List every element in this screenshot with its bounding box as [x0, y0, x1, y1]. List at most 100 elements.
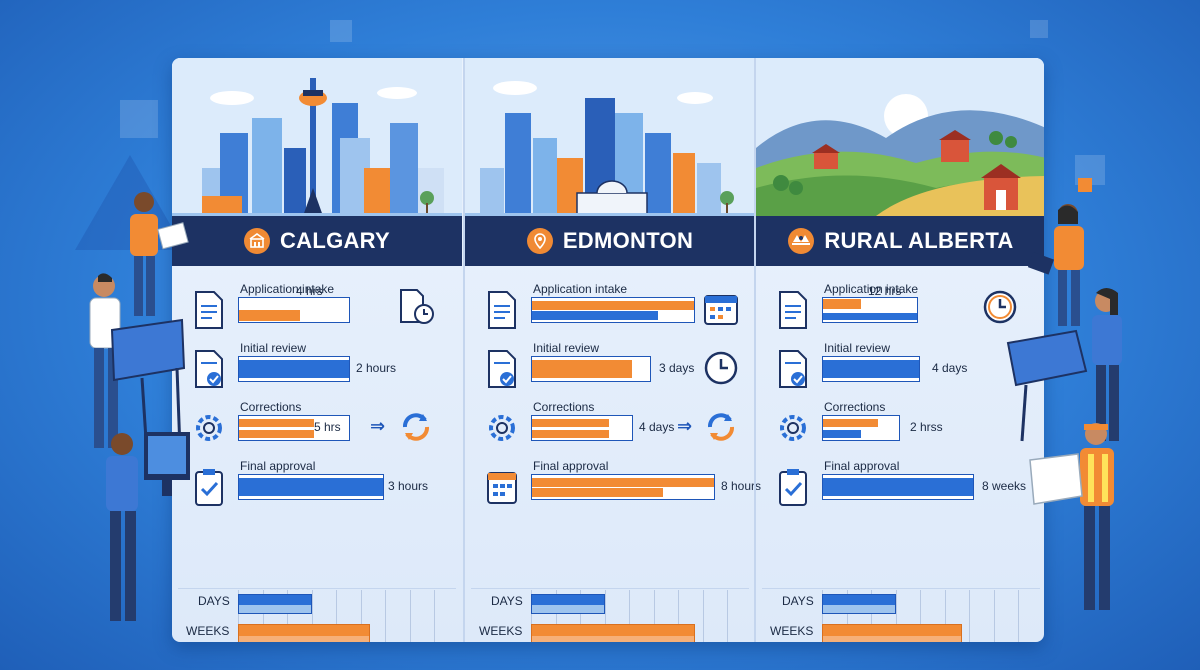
axis-gridline: [311, 590, 313, 642]
gear-icon: [780, 415, 806, 441]
axis-gridline: [434, 590, 435, 642]
document-icon: [195, 291, 223, 329]
stage-label: Corrections: [240, 400, 302, 414]
stage-bar-fill: [239, 310, 300, 321]
stage-bar: [238, 297, 350, 323]
refresh-icon: [403, 413, 429, 441]
region-banner: EDMONTON: [465, 216, 755, 266]
stage-label: Application intake: [824, 282, 919, 296]
axis-gridline: [336, 590, 337, 642]
stage-label: Initial review: [240, 341, 307, 355]
stage-row-initial-review: Initial review 2 hours: [172, 341, 462, 399]
axis-gridline: [822, 590, 823, 642]
stage-bar: [531, 297, 695, 323]
region-title: EDMONTON: [562, 228, 694, 253]
weeks-label: WEEKS: [770, 624, 814, 638]
stage-value: 12 hrs: [868, 284, 902, 298]
axis-gridline: [653, 590, 655, 642]
location-pin-icon: [526, 228, 553, 254]
axis-gridline: [871, 590, 872, 642]
stage-label: Application intake: [533, 282, 628, 296]
stage-value: 3 days: [659, 361, 695, 375]
axis-gridline: [385, 590, 386, 642]
axis-gridline: [262, 590, 264, 642]
arrow-right-icon: ⇒: [370, 416, 386, 436]
stage-bar: [531, 356, 651, 382]
stage-row-final-approval: Final approval 3 hours: [172, 459, 462, 517]
axis-gridline: [727, 590, 728, 642]
axis-gridline: [604, 590, 606, 642]
region-column-rural-alberta: RURAL ALBERTA Application intake 12 hrs …: [754, 58, 1044, 642]
stage-value: 4 hrs: [296, 284, 323, 298]
stage-row-application-intake: Application intake: [465, 282, 755, 340]
axis-gridline: [678, 590, 679, 642]
background-square: [120, 100, 158, 138]
stage-value: 5 hrs: [314, 420, 341, 434]
stage-bar-fill: [239, 360, 349, 378]
weeks-bar: [531, 624, 696, 642]
city-hall-icon: [243, 228, 270, 254]
calendar-icon: [487, 472, 517, 504]
clock-icon: [704, 351, 738, 385]
stage-row-corrections: Corrections 2 hrss: [756, 400, 1044, 458]
stage-label: Initial review: [533, 341, 600, 355]
stage-bar-fill: [823, 419, 878, 427]
gear-icon: [489, 415, 515, 441]
axis-gridline: [1018, 590, 1019, 642]
refresh-icon: [708, 413, 734, 441]
stage-label: Application intake: [240, 282, 335, 296]
days-label: DAYS: [782, 594, 814, 608]
axis-gridline: [238, 590, 239, 642]
stage-bar-fill: [239, 478, 383, 496]
axis-gridline: [846, 590, 848, 642]
axis-gridline: [993, 590, 995, 642]
days-bar: [238, 594, 312, 614]
clipboard-check-icon: [779, 469, 807, 506]
stage-bar: [531, 415, 633, 441]
days-bar: [822, 594, 896, 614]
stage-bar: [822, 415, 900, 441]
stage-bar: [238, 474, 384, 500]
stage-bar-fill: [532, 478, 714, 487]
axis-gridline: [409, 590, 411, 642]
stage-bar: [238, 356, 350, 382]
document-icon: [779, 291, 807, 329]
person-with-tablet-illustration: [1027, 204, 1084, 326]
stage-bar-fill: [532, 360, 633, 378]
stage-label: Final approval: [240, 459, 316, 473]
axis-gridline: [944, 590, 946, 642]
axis-gridline: [920, 590, 921, 642]
weeks-bar: [238, 624, 371, 642]
weeks-label: WEEKS: [479, 624, 523, 638]
calendar-icon: [704, 295, 738, 325]
stage-row-initial-review: Initial review 4 days: [756, 341, 1044, 399]
region-title: RURAL ALBERTA: [824, 228, 1014, 253]
stage-label: Initial review: [824, 341, 891, 355]
document-clock-icon: [400, 289, 434, 324]
stage-bar: [822, 474, 974, 500]
document-check-icon: [488, 350, 516, 388]
stage-bar: [822, 356, 920, 382]
stage-value: 3 hours: [388, 479, 429, 493]
comparison-board: CALGARY Application intake 4 hrs Initial…: [172, 58, 1044, 642]
stage-label: Final approval: [533, 459, 609, 473]
background-accent-square: [1078, 178, 1092, 192]
stage-bar-fill: [532, 419, 609, 427]
region-title: CALGARY: [279, 228, 391, 253]
edmonton-skyline-illustration: [465, 58, 755, 216]
stage-value: 4 days: [932, 361, 968, 375]
stage-bar: [822, 297, 918, 323]
axis-gridline: [895, 590, 897, 642]
axis-gridline: [629, 590, 630, 642]
worker-with-blueprint-illustration: [1029, 423, 1114, 610]
divider: [471, 588, 749, 589]
background-square: [330, 20, 352, 42]
divider: [762, 588, 1040, 589]
gear-icon: [196, 415, 222, 441]
stage-row-corrections: Corrections 5 hrs ⇒: [172, 400, 462, 458]
person-at-blueprint-table-illustration: [1006, 288, 1122, 442]
person-at-computer-illustration: [106, 432, 190, 621]
stage-row-initial-review: Initial review 3 days: [465, 341, 755, 399]
summary-chart: DAYS WEEKS 012345678+STAGES: [465, 590, 755, 642]
trees-icon: [788, 228, 815, 254]
